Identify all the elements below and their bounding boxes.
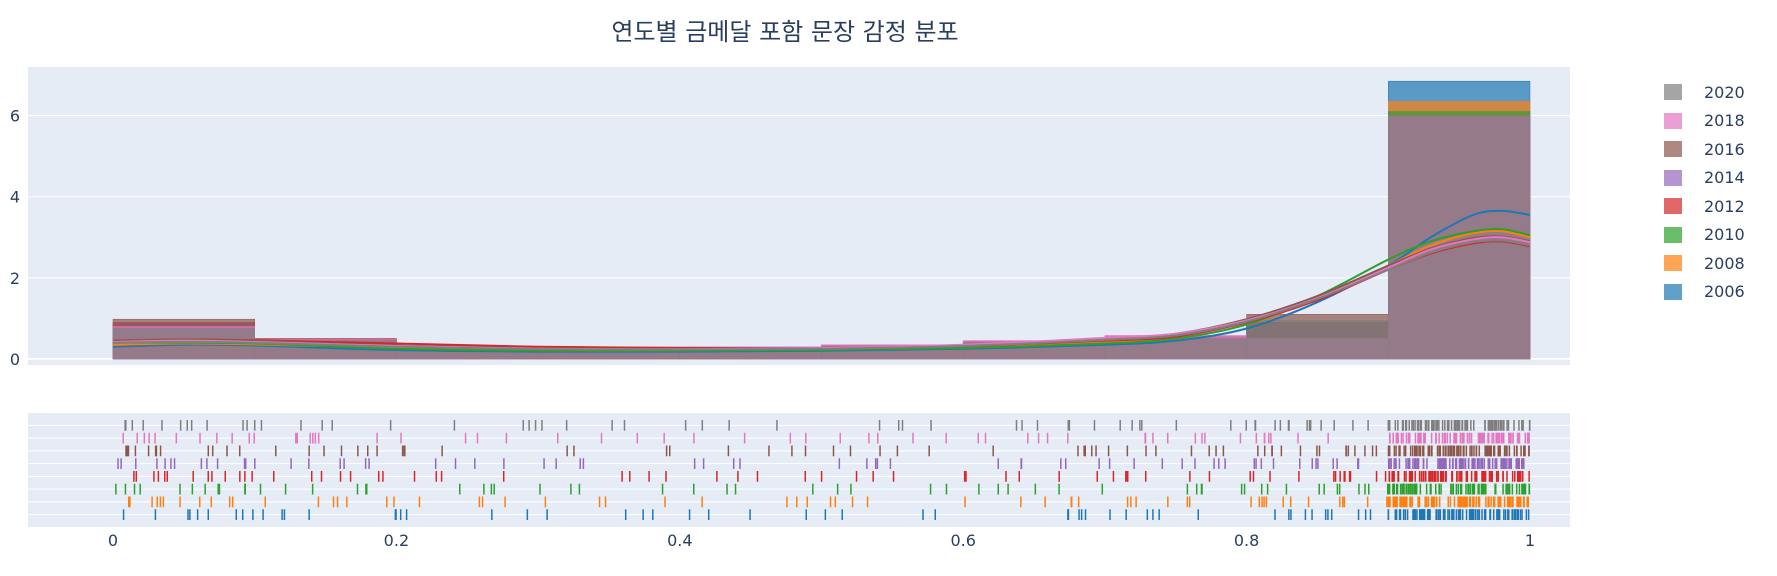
legend-item[interactable]: 2006 [1664, 278, 1745, 307]
legend-label: 2012 [1704, 196, 1745, 216]
histogram-bar [1246, 320, 1389, 360]
rug-2008 [28, 496, 1570, 508]
density-curves [112, 209, 1531, 353]
chart-title: 연도별 금메달 포함 문장 감정 분포 [611, 18, 959, 46]
x-tick-label: 0.4 [667, 531, 692, 550]
legend-item[interactable]: 2010 [1664, 221, 1745, 250]
legend-swatch [1664, 169, 1682, 186]
y-tick-labels: 0 2 4 6 [10, 107, 20, 369]
density-curve-2020 [113, 239, 1531, 351]
x-tick-label: 0 [108, 531, 118, 550]
density-curve-2010 [113, 227, 1531, 352]
chart-svg: 0 2 4 6 0 0.2 0.4 0.6 0.8 1 [10, 67, 1570, 550]
legend-item[interactable]: 2020 [1664, 78, 1745, 107]
rug-2020 [28, 420, 1570, 431]
legend-label: 2018 [1704, 111, 1745, 131]
legend-swatch [1664, 226, 1682, 243]
x-tick-labels: 0 0.2 0.4 0.6 0.8 1 [108, 531, 1535, 550]
legend-swatch [1664, 198, 1682, 215]
legend-swatch [1664, 283, 1682, 300]
rug-2018 [28, 432, 1570, 444]
y-tick-label: 2 [10, 269, 20, 288]
rug-2010 [28, 483, 1570, 495]
legend-label: 2006 [1704, 282, 1745, 302]
legend-swatch [1664, 84, 1682, 101]
legend-label: 2016 [1704, 139, 1745, 159]
legend: 2020 2018 2016 2014 2012 2010 2008 2006 [1664, 78, 1745, 306]
legend-item[interactable]: 2016 [1664, 135, 1745, 164]
legend-item[interactable]: 2012 [1664, 192, 1745, 221]
legend-item[interactable]: 2014 [1664, 164, 1745, 193]
rug-plot-area [28, 413, 1570, 527]
legend-label: 2020 [1704, 82, 1745, 102]
rug-2016 [28, 445, 1570, 457]
legend-swatch [1664, 255, 1682, 272]
legend-label: 2014 [1704, 168, 1745, 188]
legend-label: 2010 [1704, 225, 1745, 245]
legend-swatch [1664, 112, 1682, 129]
rug-2014 [28, 458, 1570, 469]
legend-item[interactable]: 2008 [1664, 249, 1745, 278]
x-tick-label: 0.6 [950, 531, 975, 550]
legend-swatch [1664, 141, 1682, 158]
x-tick-label: 1 [1525, 531, 1535, 550]
y-tick-label: 6 [10, 107, 20, 126]
rug-2012 [28, 471, 1570, 482]
legend-item[interactable]: 2018 [1664, 107, 1745, 136]
x-tick-label: 0.8 [1234, 531, 1259, 550]
y-tick-label: 4 [10, 188, 20, 207]
rug-strips [28, 420, 1570, 520]
y-tick-label: 0 [10, 350, 20, 369]
x-tick-label: 0.2 [384, 531, 409, 550]
rug-2006 [28, 509, 1570, 520]
legend-label: 2008 [1704, 253, 1745, 273]
